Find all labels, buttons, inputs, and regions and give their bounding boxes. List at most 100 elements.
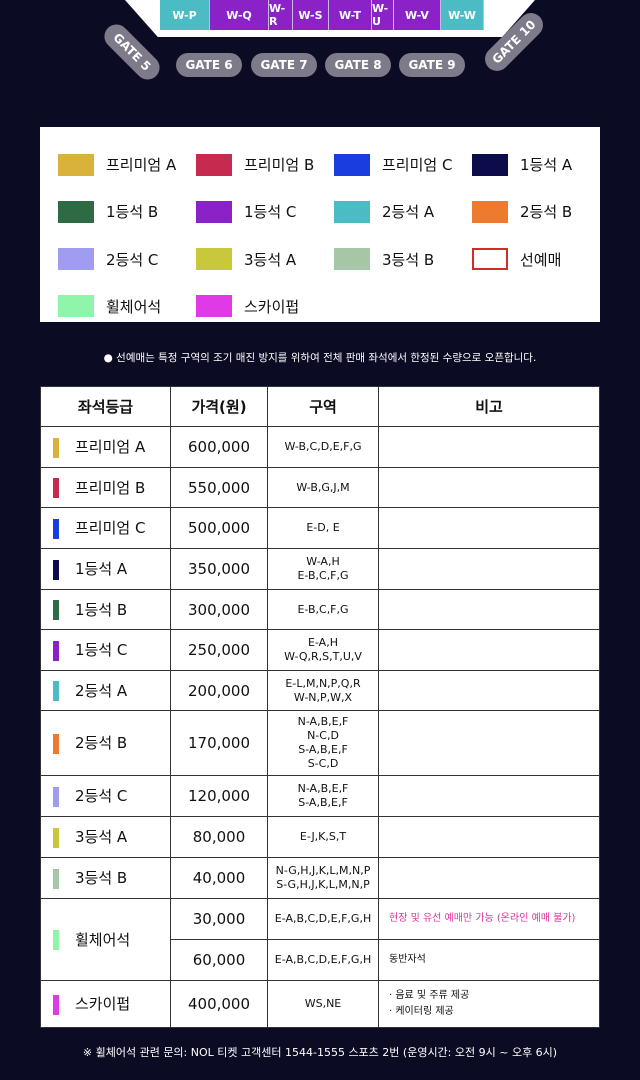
grade-color-marker [53, 786, 59, 807]
legend-label: 2등석 A [382, 203, 435, 222]
gate-8: GATE 8 [325, 53, 391, 77]
grade-label: 3등석 A [75, 828, 128, 847]
grade-cell: 2등석 B [40, 710, 171, 776]
zone-line: E-B,C,F,G [297, 602, 349, 616]
legend-item: 선예매 [472, 244, 610, 275]
zone-cell: W-B,G,J,M [267, 467, 379, 508]
zone-line: E-L,M,N,P,Q,R [285, 676, 361, 690]
remarks-cell [378, 670, 600, 711]
grade-label: 스카이펍 [75, 995, 131, 1014]
map-section: W-P [160, 0, 210, 30]
grade-cell: 1등석 A [40, 548, 171, 590]
legend-label: 2등석 B [520, 203, 573, 222]
zone-cell: N-G,H,J,K,L,M,N,P S-G,H,J,K,L,M,N,P [267, 857, 379, 899]
zone-cell: E-D, E [267, 507, 379, 549]
zone-line: N-A,B,E,F [297, 715, 349, 728]
legend-label: 프리미엄 C [382, 156, 453, 175]
price-cell: 400,000 [170, 980, 268, 1028]
grade-color-marker [53, 640, 59, 661]
zone-cell: WS,NE [267, 980, 379, 1028]
zone-cell: N-A,B,E,F N-C,D S-A,B,E,F S-C,D [267, 710, 379, 776]
legend-item: 1등석 C [196, 196, 334, 227]
legend-item: 프리미엄 C [334, 149, 472, 180]
legend-label: 휠체어석 [106, 297, 162, 316]
footer-note: ※ 휠체어석 관련 문의: NOL 티켓 고객센터 1544-1555 스포츠 … [82, 1046, 558, 1059]
grade-label: 프리미엄 A [75, 438, 146, 457]
grade-label: 프리미엄 B [75, 478, 146, 497]
zone-line: W-Q,R,S,T,U,V [284, 650, 362, 663]
price-cell: 170,000 [170, 710, 268, 776]
remarks-cell [378, 857, 600, 899]
legend-item: 1등석 B [58, 196, 196, 227]
remarks-cell: · 음료 및 주류 제공 · 케이터링 제공 [378, 980, 600, 1028]
header-grade: 좌석등급 [40, 386, 171, 427]
price-cell: 40,000 [170, 857, 268, 899]
zone-line: N-G,H,J,K,L,M,N,P [275, 864, 371, 877]
map-section: W-T [329, 0, 372, 30]
legend-swatch [196, 200, 232, 223]
legend-label: 2등석 C [106, 250, 159, 269]
table-row: 3등석 A 80,000 E-J,K,S,T [40, 816, 600, 858]
price-cell: 350,000 [170, 548, 268, 590]
price-cell: 30,000 [170, 898, 268, 940]
section-row: W-P W-Q W-R W-S W-T W-U W-V W-W [160, 0, 484, 30]
remark-line: · 음료 및 주류 제공 [389, 990, 470, 1001]
remarks-cell [378, 775, 600, 817]
table-row: 2등석 B 170,000 N-A,B,E,F N-C,D S-A,B,E,F S-C,D [40, 710, 600, 776]
remarks-cell [378, 816, 600, 858]
gate-6: GATE 6 [176, 53, 242, 77]
grade-color-marker [53, 559, 59, 580]
grade-color-marker [53, 733, 59, 754]
color-legend: 프리미엄 A 프리미엄 B 프리미엄 C 1등석 A 1등석 B 1등석 C 2등석 A 2등… [40, 127, 600, 322]
map-section: W-U [372, 0, 394, 30]
grade-cell: 3등석 B [40, 857, 171, 899]
zone-line: S-C,D [307, 757, 339, 770]
header-zone: 구역 [267, 386, 379, 427]
seat-price-table: 좌석등급 가격(원) 구역 비고 프리미엄 A 600,000 W-B,C,D,E,… [40, 386, 600, 1028]
grade-cell: 2등석 C [40, 775, 171, 817]
grade-label: 2등석 C [75, 787, 128, 806]
grade-cell: 1등석 B [40, 589, 171, 630]
legend-label: 프리미엄 A [106, 156, 177, 175]
remarks-cell [378, 467, 600, 508]
legend-swatch [472, 248, 508, 271]
grade-label: 1등석 C [75, 641, 128, 660]
grade-label: 2등석 A [75, 681, 128, 700]
zone-line: W-N,P,W,X [293, 690, 353, 704]
price-cell: 500,000 [170, 507, 268, 549]
header-price: 가격(원) [170, 386, 268, 427]
grade-color-marker [53, 478, 59, 499]
grade-color-marker [53, 600, 59, 621]
legend-item: 프리미엄 A [58, 149, 196, 180]
zone-cell: N-A,B,E,F S-A,B,E,F [267, 775, 379, 817]
grade-cell: 프리미엄 C [40, 507, 171, 549]
zone-cell: E-A,B,C,D,E,F,G,H [267, 898, 379, 940]
header-remarks: 비고 [378, 386, 600, 427]
legend-item: 2등석 A [334, 196, 472, 227]
gate-9: GATE 9 [399, 53, 465, 77]
legend-swatch [58, 153, 94, 176]
grade-cell: 휠체어석 [40, 898, 171, 981]
legend-label: 3등석 B [382, 250, 435, 269]
legend-swatch [58, 200, 94, 223]
remarks-cell [378, 629, 600, 671]
grade-label: 1등석 A [75, 560, 128, 579]
legend-item: 휠체어석 [58, 291, 196, 322]
legend-label: 1등석 B [106, 203, 159, 222]
gate-7: GATE 7 [251, 53, 317, 77]
remarks-cell [378, 426, 600, 468]
zone-cell: W-B,C,D,E,F,G [267, 426, 379, 468]
legend-item: 1등석 A [472, 149, 610, 180]
price-cell: 60,000 [170, 939, 268, 981]
legend-label: 프리미엄 B [244, 156, 315, 175]
zone-line: E-J,K,S,T [299, 830, 347, 843]
legend-swatch [196, 295, 232, 318]
legend-item: 프리미엄 B [196, 149, 334, 180]
remarks-cell [378, 507, 600, 549]
zone-line: E-D, E [306, 521, 340, 534]
legend-swatch [472, 200, 508, 223]
grade-label: 휠체어석 [75, 930, 131, 949]
seat-map: W-P W-Q W-R W-S W-T W-U W-V W-W GATE 5 GATE 6 G… [0, 0, 640, 90]
zone-line: W-A,H [306, 555, 340, 568]
legend-label: 1등석 A [520, 156, 573, 175]
